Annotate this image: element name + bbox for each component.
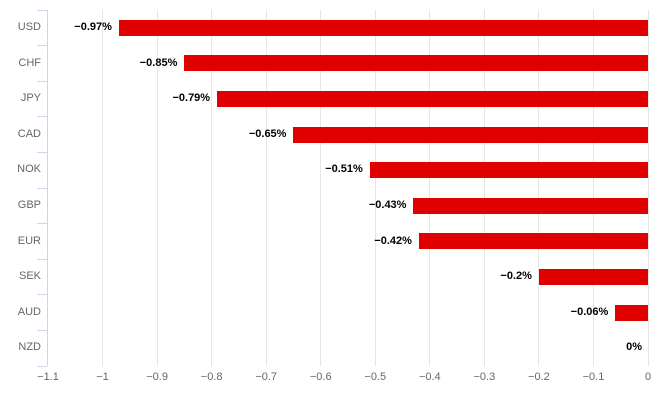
x-tick-label: −0.4 (418, 371, 441, 383)
category-axis-tick (37, 294, 47, 296)
category-axis-tick (37, 223, 47, 225)
category-axis-tick (37, 116, 47, 118)
category-label-nok: NOK (17, 163, 41, 176)
bar-value-label: −0.65% (248, 127, 287, 140)
category-label-nzd: NZD (18, 341, 41, 354)
plot-area: −0.97% −0.85% −0.79% −0.65% −0.51% −0.43% −0.4… (37, 9, 649, 367)
bar-cad[interactable] (293, 126, 648, 143)
bar-value-label: −0.51% (325, 163, 363, 176)
gridline (211, 10, 213, 366)
category-axis-line (47, 10, 48, 366)
category-label-jpy: JPY (20, 92, 41, 105)
gridline (156, 10, 158, 366)
gridline (429, 10, 431, 366)
bar-value-label: −0.97% (74, 21, 112, 33)
x-tick-label: −1.1 (37, 371, 59, 383)
gridline (647, 10, 649, 366)
bar-usd[interactable] (118, 19, 648, 36)
bar-value-label: −0.85% (139, 56, 178, 69)
gridline (374, 10, 376, 366)
x-tick-label: −0.7 (255, 371, 278, 383)
bar-value-label: −0.79% (172, 92, 211, 105)
x-tick-label: −1 (96, 371, 109, 383)
x-tick-label: −0.1 (582, 371, 605, 383)
category-axis-tick (37, 151, 47, 153)
category-label-eur: EUR (17, 234, 41, 247)
value-axis-labels: −1.1 −1 −0.9 −0.8 −0.7 −0.6 −0.5 −0.4 −0.3 −0.2 −0… (0, 370, 667, 386)
category-axis-labels: USD CHF JPY CAD NOK GBP EUR SEK AUD NZD (0, 10, 41, 366)
gridline (592, 10, 594, 366)
gridline (320, 10, 322, 366)
x-tick-label: −0.9 (146, 371, 168, 383)
gridline (538, 10, 540, 366)
x-tick-label: −0.3 (473, 371, 496, 383)
category-axis-tick (37, 9, 47, 11)
gridline (483, 10, 485, 366)
category-label-chf: CHF (18, 56, 41, 69)
x-tick-label: −0.2 (528, 371, 550, 383)
gridline (265, 10, 267, 366)
bar-sek[interactable] (538, 269, 648, 285)
category-label-cad: CAD (17, 127, 41, 140)
category-label-sek: SEK (18, 270, 41, 283)
bar-gbp[interactable] (413, 197, 648, 214)
category-axis-tick (37, 187, 47, 189)
gridline (102, 10, 104, 366)
bar-value-label: −0.2% (500, 270, 532, 283)
bar-nok[interactable] (369, 162, 648, 179)
bar-value-label: −0.42% (374, 234, 412, 247)
category-axis-tick (37, 45, 47, 47)
bar-chf[interactable] (184, 55, 648, 72)
category-axis-tick (37, 329, 47, 331)
x-tick-label: 0 (644, 371, 652, 383)
bar-value-label: −0.43% (368, 199, 407, 211)
bar-eur[interactable] (418, 233, 648, 250)
category-axis-tick (37, 365, 47, 367)
category-axis-tick (37, 258, 47, 260)
category-label-aud: AUD (17, 305, 41, 318)
bar-value-label: 0% (626, 341, 642, 354)
category-label-usd: USD (17, 21, 41, 33)
bar-value-label: −0.06% (570, 305, 609, 318)
bar-jpy[interactable] (217, 91, 648, 107)
x-tick-label: −0.8 (200, 371, 223, 383)
category-label-gbp: GBP (17, 199, 41, 211)
bar-aud[interactable] (615, 304, 648, 321)
x-tick-label: −0.5 (364, 371, 387, 383)
category-axis-tick (37, 80, 47, 82)
x-tick-label: −0.6 (309, 371, 332, 383)
